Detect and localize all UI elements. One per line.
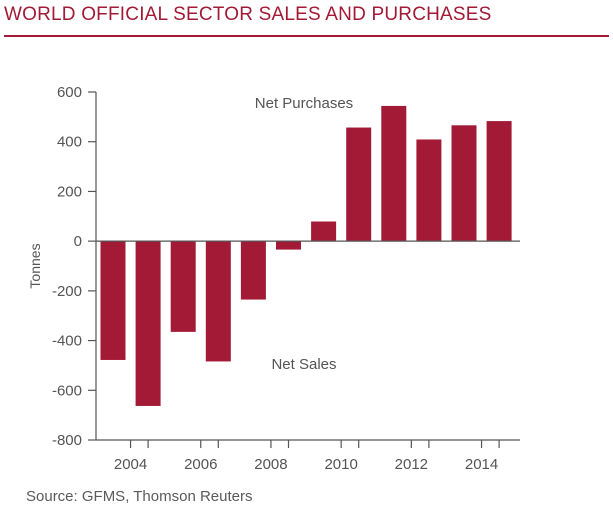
y-axis-title: Tonnes xyxy=(27,243,43,288)
title-underline xyxy=(4,35,609,37)
y-tick-label: 400 xyxy=(57,134,82,151)
x-tick-label: 2004 xyxy=(114,456,147,473)
bar-chart: 600 400 200 0 -200 -400 -600 -800 2004 2006 2008 20… xyxy=(27,84,520,473)
bar-2004 xyxy=(100,241,126,360)
annotation-net-purchases: Net Purchases xyxy=(255,95,353,112)
bar-2006 xyxy=(170,241,196,332)
chart-title: WORLD OFFICIAL SECTOR SALES AND PURCHASE… xyxy=(4,4,492,25)
y-tick-label: -600 xyxy=(52,382,82,399)
x-tick-label: 2012 xyxy=(395,456,428,473)
annotation-net-sales: Net Sales xyxy=(271,356,336,373)
bar-2007 xyxy=(205,241,231,362)
source-note: Source: GFMS, Thomson Reuters xyxy=(26,488,253,505)
y-tick-label: -400 xyxy=(52,333,82,350)
bar-2010 xyxy=(311,221,337,242)
bar-2009 xyxy=(276,241,301,250)
x-tick-label: 2006 xyxy=(184,456,217,473)
bar-2015 xyxy=(486,121,512,242)
x-tick-label: 2010 xyxy=(324,456,357,473)
bar-2013 xyxy=(416,139,442,242)
y-tick-label: -200 xyxy=(52,283,82,300)
bar-2012 xyxy=(381,105,407,242)
y-tick-label: 200 xyxy=(57,183,82,200)
x-tick-label: 2014 xyxy=(465,456,498,473)
y-tick-label: -800 xyxy=(52,432,82,449)
x-tick-label: 2008 xyxy=(254,456,287,473)
y-tick-label: 0 xyxy=(74,233,82,250)
bar-2014 xyxy=(451,125,477,242)
y-tick-label: 600 xyxy=(57,84,82,101)
bar-2011 xyxy=(346,127,372,242)
bar-2008 xyxy=(240,241,266,300)
bar-2005 xyxy=(135,241,161,406)
